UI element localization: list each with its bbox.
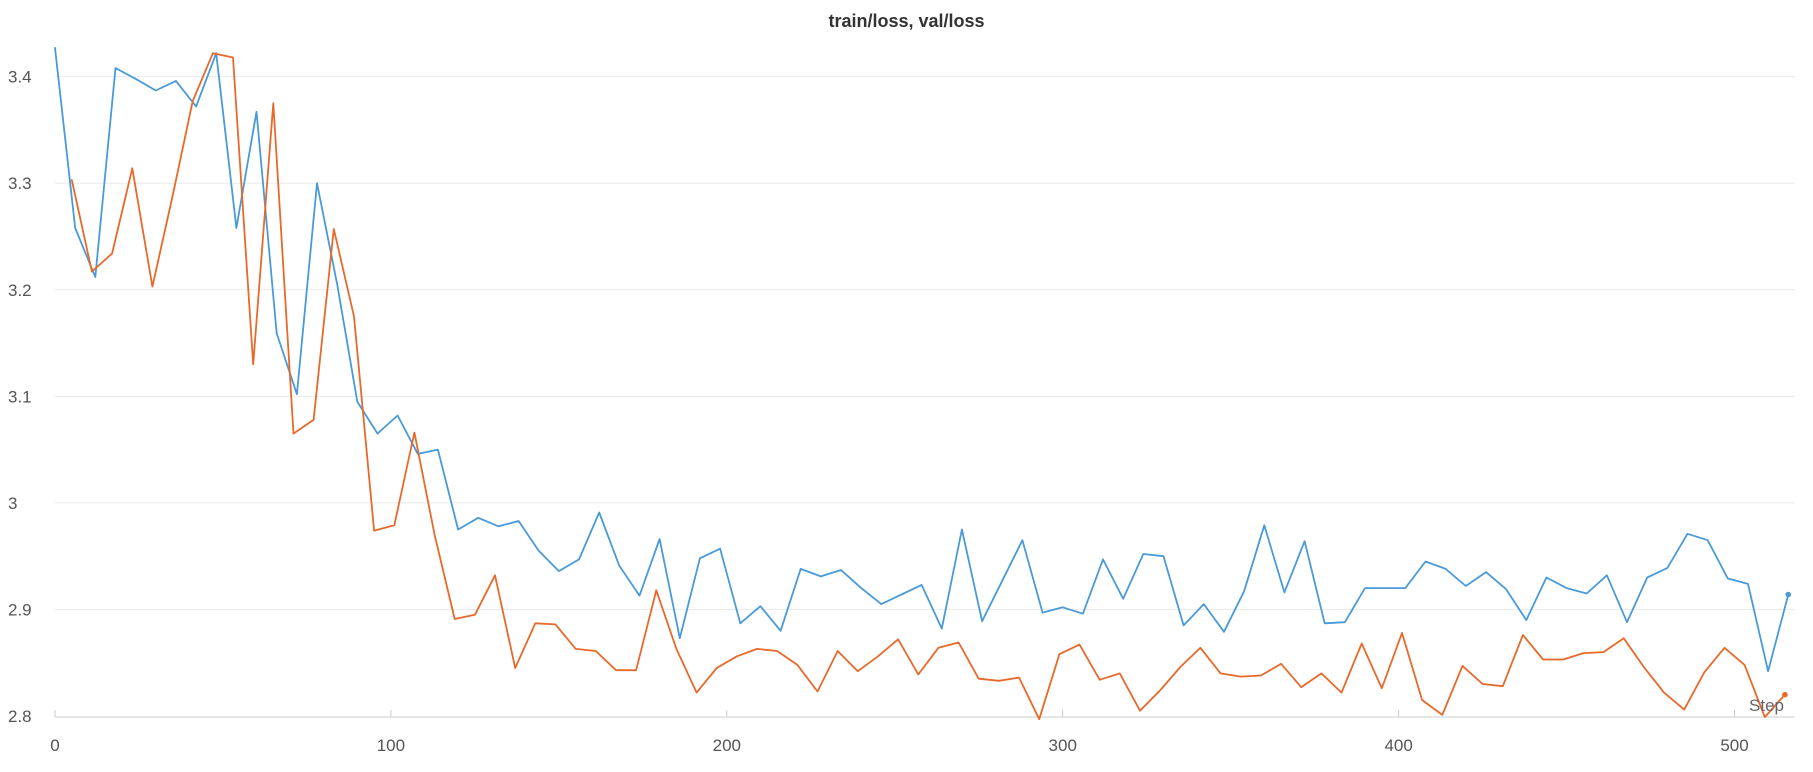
x-axis-label: Step <box>1749 696 1784 715</box>
y-tick-label: 2.8 <box>8 707 32 726</box>
x-tick-label: 400 <box>1384 736 1412 755</box>
x-tick-label: 200 <box>713 736 741 755</box>
y-tick-label: 3.2 <box>8 281 32 300</box>
chart-title: train/loss, val/loss <box>828 11 984 31</box>
series-end-point-2 <box>1782 691 1788 698</box>
axes <box>54 710 1795 718</box>
y-tick-label: 3 <box>8 494 17 513</box>
series-line-1[interactable] <box>54 47 1790 673</box>
x-tick-label: 0 <box>50 736 59 755</box>
y-tick-label: 3.4 <box>8 68 32 87</box>
tick-labels: 2.8 2.9 3 3.1 3.2 3.3 3.4 0 100 200 300 400 500 <box>8 68 1749 755</box>
x-tick-label: 100 <box>377 736 405 755</box>
series-lines[interactable] <box>54 47 1792 721</box>
x-tick-label: 500 <box>1720 736 1748 755</box>
series-end-point-1 <box>1785 591 1792 598</box>
y-tick-label: 3.3 <box>8 174 32 193</box>
y-tick-label: 3.1 <box>8 387 32 406</box>
grid-lines <box>55 76 1795 610</box>
series-line-2[interactable] <box>70 52 1786 721</box>
y-tick-label: 2.9 <box>8 600 32 619</box>
x-tick-label: 300 <box>1049 736 1077 755</box>
